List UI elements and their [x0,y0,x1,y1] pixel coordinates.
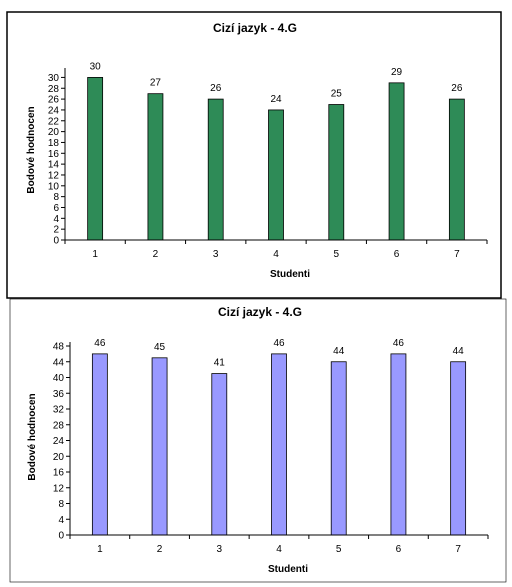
data-label: 26 [451,83,463,94]
ytick-label: 32 [53,405,65,416]
ytick-label: 8 [53,192,59,203]
ytick-label: 0 [58,531,64,542]
chart-1-xticks: 1 2 3 4 5 6 7 [64,240,488,260]
ytick-label: 0 [53,236,59,247]
bar [147,93,164,241]
ytick-label: 4 [58,515,64,526]
bar [328,104,345,241]
ytick-label: 16 [48,149,60,160]
data-label: 44 [333,346,345,357]
bar [87,77,104,241]
data-label: 30 [90,61,102,72]
data-label: 46 [393,338,405,349]
ytick-label: 36 [53,389,65,400]
bar [448,98,465,241]
xtick-label: 7 [455,544,461,555]
chart-1: Cizí jazyk - 4.G Bodové hodnocen Student… [6,11,502,299]
data-label: 25 [331,89,343,100]
xtick-label: 6 [396,544,402,555]
chart-2-data-labels: 46 45 41 46 44 46 44 [94,338,464,369]
bar [91,353,108,536]
xtick-label: 4 [276,544,282,555]
bar [390,353,407,536]
chart-2-xlabel: Studenti [268,564,308,575]
xtick-label: 2 [153,249,159,260]
xtick-label: 5 [336,544,342,555]
ytick-label: 48 [53,342,65,353]
xtick-label: 5 [334,249,340,260]
ytick-label: 16 [53,468,65,479]
bar [330,361,347,536]
data-label: 29 [391,67,403,78]
data-label: 41 [214,358,226,369]
ytick-label: 20 [48,127,60,138]
bar [268,109,284,241]
data-label: 46 [273,338,285,349]
data-label: 46 [94,338,106,349]
ytick-label: 12 [48,170,60,181]
ytick-label: 24 [48,105,60,116]
data-label: 24 [270,94,282,105]
xtick-label: 4 [273,249,279,260]
ytick-label: 12 [53,483,65,494]
ytick-label: 18 [48,138,60,149]
xtick-label: 1 [97,544,103,555]
chart-1-axes [64,68,487,241]
data-label: 44 [453,346,465,357]
chart-1-xlabel: Studenti [270,269,310,280]
chart-2-bars [91,353,467,536]
bar [450,361,467,536]
xtick-label: 2 [157,544,163,555]
ytick-label: 4 [53,214,59,225]
ytick-label: 20 [53,452,65,463]
xtick-label: 7 [454,249,460,260]
ytick-label: 6 [53,203,59,214]
xtick-label: 1 [92,249,98,260]
chart-1-data-labels: 30 27 26 24 25 29 26 [90,61,463,105]
chart-2-axes [69,342,488,536]
ytick-label: 22 [48,116,60,127]
ytick-label: 28 [53,420,65,431]
chart-2-frame [9,298,507,583]
bar [207,98,224,241]
xtick-label: 3 [217,544,223,555]
ytick-label: 26 [48,95,60,106]
ytick-label: 24 [53,436,65,447]
ytick-label: 10 [48,181,60,192]
ytick-label: 44 [53,357,65,368]
chart-2-title: Cizí jazyk - 4.G [218,305,302,319]
ytick-label: 28 [48,84,60,95]
xtick-label: 6 [394,249,400,260]
bar [151,357,168,536]
ytick-label: 8 [58,499,64,510]
bar [388,82,405,241]
ytick-label: 14 [48,160,60,171]
ytick-label: 30 [48,73,60,84]
bar [211,373,228,536]
bar [271,353,287,536]
data-label: 27 [150,78,162,89]
chart-2: Cizí jazyk - 4.G Bodové hodnocen Student… [9,298,507,583]
data-label: 26 [210,83,222,94]
chart-1-title: Cizí jazyk - 4.G [213,21,297,35]
chart-2-xticks: 1 2 3 4 5 6 7 [69,535,489,555]
ytick-label: 40 [53,373,65,384]
xtick-label: 3 [213,249,219,260]
chart-1-ylabel: Bodové hodnocen [26,106,37,193]
data-label: 45 [154,342,166,353]
chart-1-bars [87,77,465,241]
chart-1-frame [6,11,502,299]
ytick-label: 2 [53,225,59,236]
chart-2-ylabel: Bodové hodnocen [27,393,38,480]
